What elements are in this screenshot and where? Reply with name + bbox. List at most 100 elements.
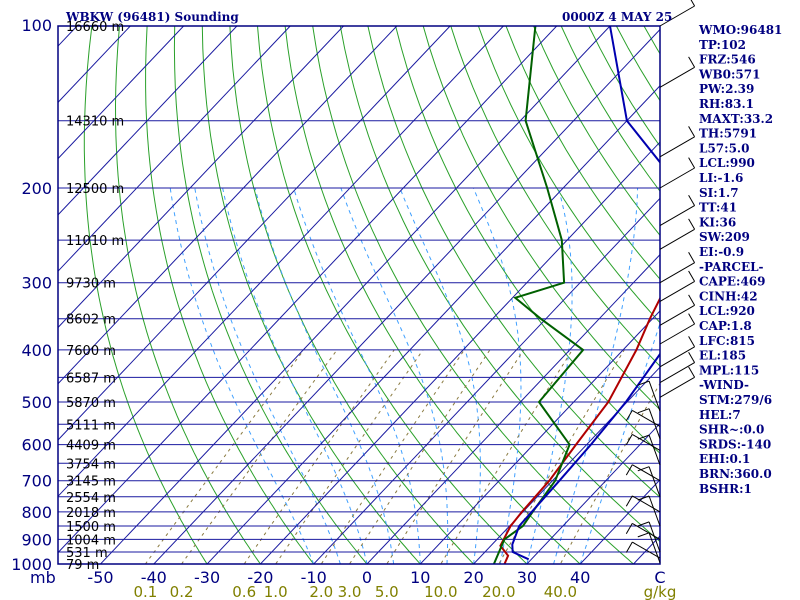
temperature-tick-label: -20 [247,568,273,587]
temperature-tick-label: -10 [301,568,327,587]
wind-barb-shaft [648,466,661,497]
index-entry: TH:5791 [699,127,757,141]
pressure-label: 600 [21,436,52,455]
wind-barb [659,366,696,398]
index-entry: STM:279/6 [699,393,772,407]
height-label: 1004 m [66,533,116,548]
index-entry: TT:41 [699,201,737,215]
wind-barb-flag [637,380,650,386]
mixing-ratio-label: 40.0 [544,583,577,600]
wind-barb-flag [688,218,696,230]
height-label: 2018 m [66,506,116,521]
isotherm [58,26,504,498]
mixing-ratio-label: 20.0 [482,583,515,600]
wind-barb [659,294,696,326]
wind-barb-shaft [659,362,695,384]
wind-barb [659,252,696,284]
wind-barb-shaft [659,376,695,398]
wind-barb-flag [688,157,696,169]
wind-barb-flag [688,194,696,206]
mixing-ratio-line [144,349,305,564]
temperature-tick-label: 30 [517,568,537,587]
wind-barb [625,495,661,513]
mixing-ratio-line [275,349,424,564]
mixing-ratio-line [320,349,465,564]
wind-barb-shaft [659,136,695,158]
dry-adiabat [114,26,262,564]
isotherm [58,26,398,385]
wind-barb [625,433,661,451]
wind-barb-flag [625,410,633,422]
height-label: 531 m [66,546,108,561]
mixing-ratio-unit-label: g/kg [644,583,677,600]
index-entry: KI:36 [699,215,736,229]
wind-barb-shaft [659,323,695,345]
wind-barb-flag [688,351,696,363]
wind-barb [659,270,696,302]
temperature-tick-label: 0 [362,568,372,587]
index-entry: WB0:571 [698,67,760,81]
wind-barb-flag [625,495,633,507]
moist-adiabat [222,187,368,564]
index-entry: LCL:920 [699,304,755,318]
index-entry: BSHR:1 [699,482,752,496]
pressure-label: 300 [21,274,52,293]
moist-adiabat [399,187,481,564]
mixing-ratio-line [243,349,395,564]
height-label: 79 m [66,558,99,573]
index-entry: -PARCEL- [699,260,764,274]
height-label: 3754 m [66,457,116,472]
dry-adiabat [83,26,208,564]
wind-barb-shaft [632,409,661,427]
height-label: 5111 m [66,418,116,433]
dry-adiabat [201,26,421,564]
wind-barb [625,464,661,482]
index-entry: FRZ:546 [699,53,756,67]
isotherm [366,253,660,564]
height-label: 12500 m [66,182,124,197]
wind-barb-shaft [659,66,695,88]
dry-adiabat [477,26,660,324]
wind-barb-shaft [648,434,661,466]
wind-barb [659,336,696,368]
mixing-ratio-line [348,349,491,564]
index-entry: PW:2.39 [699,82,754,96]
plot-frame [57,25,661,565]
wind-barb-flag [637,434,650,440]
wind-barb [659,218,696,250]
pressure-label: 500 [21,393,52,412]
wind-barbs [625,0,696,563]
pressure-unit-label: mb [30,568,56,587]
moist-adiabat [553,187,639,564]
station-title: WBKW (96481) Sounding [65,10,239,24]
index-entry: -WIND- [699,378,749,392]
isotherm [58,26,558,554]
dry-adiabat [145,26,315,564]
index-entry: LI:-1.6 [699,171,743,185]
mixing-ratio-label: 0.1 [133,583,157,600]
index-entry: RH:83.1 [699,97,754,111]
wind-barb-shaft [632,495,661,513]
wind-barb-flag [625,434,633,446]
wind-barb [625,522,661,540]
wind-barb [659,0,696,27]
index-entry: SW:209 [699,230,750,244]
isotherm [472,366,660,564]
isotherm [419,310,660,564]
index-entry: CAP:1.8 [699,319,752,333]
mixing-ratio-label: 10.0 [424,583,457,600]
wind-barb-flag [625,523,633,535]
wind-barb-shaft [659,167,695,189]
index-entry: LCL:990 [699,156,755,170]
height-label: 1500 m [66,520,116,535]
wind-barb-shaft [648,521,661,553]
profile-lines [492,26,660,564]
wind-barb [637,495,661,527]
wind-barb-flag [637,466,650,472]
wind-barb [637,408,661,439]
isotherm [579,479,660,564]
wind-barb-flag [637,408,650,414]
index-entry: MPL:115 [699,363,759,377]
index-entry: EHI:0.1 [699,452,750,466]
